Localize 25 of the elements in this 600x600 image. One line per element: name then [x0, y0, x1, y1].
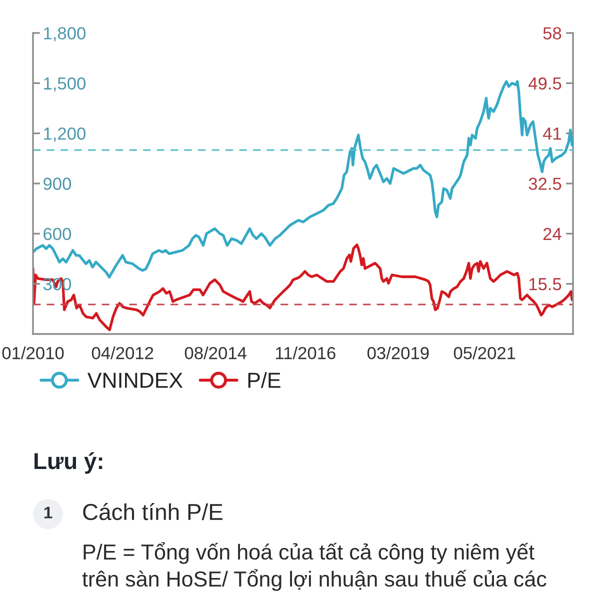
y-tick-label: 900 — [44, 178, 72, 190]
x-tick-label: 04/2012 — [92, 346, 154, 360]
line-series — [33, 244, 573, 332]
legend-label: P/E — [248, 372, 280, 388]
y-tick-label: 600 — [44, 228, 72, 240]
y2-tick-label: 32.5 — [528, 178, 562, 190]
legend-label: VNINDEX — [87, 372, 183, 388]
x-tick-label: 08/2014 — [184, 346, 246, 360]
y-tick-label: 1,200 — [44, 128, 86, 142]
y-tick-label: 1,500 — [44, 77, 86, 92]
y-tick-label: 1,800 — [44, 27, 86, 42]
text: trên sàn HoSE/ Tổng lợi nhuận sau thuế của các — [82, 569, 546, 591]
text: 1 — [44, 506, 52, 518]
x-tick-label: 03/2019 — [367, 346, 429, 360]
text: P/E = Tổng vốn hoá của tất cả công ty niêm yết — [84, 542, 534, 564]
x-tick-label: 01/2010 — [2, 346, 64, 360]
y2-tick-label: 15.5 — [529, 278, 562, 290]
y2-tick-label: 49.5 — [528, 77, 562, 90]
y2-tick-label: 24 — [543, 228, 562, 240]
y2-tick-label: 58 — [543, 27, 562, 40]
text: Cách tính P/E — [83, 503, 222, 520]
text: Lưu ý: — [34, 452, 102, 474]
x-tick-label: 11/2016 — [276, 346, 336, 360]
y2-tick-label: 41 — [542, 128, 562, 140]
x-tick-label: 05/2021 — [454, 346, 516, 360]
